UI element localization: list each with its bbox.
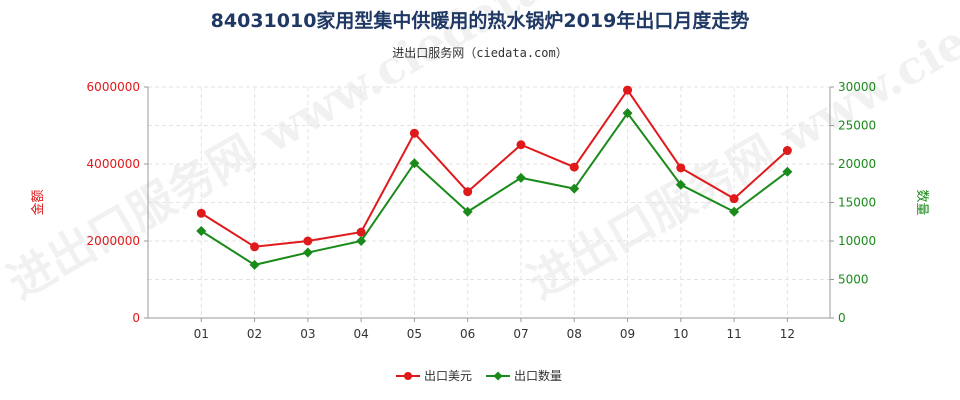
data-point	[676, 163, 686, 173]
left-axis-ticks: 0 2000000 4000000 6000000	[87, 80, 148, 325]
x-tick-label: 07	[513, 327, 528, 341]
legend-label: 出口数量	[514, 368, 562, 383]
right-axis-label: 数量	[914, 189, 929, 215]
watermark: 进出口服务网 www.ciedata.com	[519, 0, 960, 310]
right-tick-label: 15000	[838, 196, 876, 210]
x-tick-label: 11	[726, 327, 741, 341]
chart-subtitle: 进出口服务网（ciedata.com）	[392, 45, 567, 60]
chart-title: 84031010家用型集中供暖用的热水锅炉2019年出口月度走势	[211, 9, 750, 32]
data-point	[462, 206, 473, 217]
right-tick-label: 30000	[838, 80, 876, 94]
x-tick-label: 02	[247, 327, 262, 341]
legend-marker	[493, 371, 503, 381]
data-point	[409, 158, 420, 169]
series-group	[196, 85, 793, 270]
legend-label: 出口美元	[424, 369, 472, 383]
data-point	[782, 166, 793, 177]
x-tick-label: 06	[460, 327, 475, 341]
x-axis-ticks: 01 02 03 04 05 06 07 08 09 10 11 12	[194, 318, 795, 341]
data-point	[515, 172, 526, 183]
data-point	[249, 259, 260, 270]
data-point	[409, 128, 419, 138]
x-tick-label: 10	[673, 327, 688, 341]
data-point	[569, 162, 579, 172]
data-point	[463, 187, 473, 197]
data-point	[303, 236, 313, 246]
data-point	[196, 225, 207, 236]
data-point	[196, 208, 206, 218]
left-tick-label: 0	[132, 311, 140, 325]
right-tick-label: 5000	[838, 273, 869, 287]
data-point	[675, 179, 686, 190]
data-point	[356, 236, 367, 246]
right-tick-label: 0	[838, 311, 846, 325]
left-tick-label: 4000000	[87, 157, 140, 171]
x-tick-label: 12	[780, 327, 795, 341]
data-point	[622, 108, 633, 119]
series-line	[200, 111, 788, 266]
legend[interactable]: 出口美元 出口数量	[396, 368, 562, 383]
x-tick-label: 01	[194, 327, 209, 341]
x-tick-label: 08	[567, 327, 582, 341]
data-point	[302, 247, 313, 258]
right-axis-ticks: 0 5000 10000 15000 20000 25000 30000	[830, 80, 876, 325]
data-point	[623, 85, 633, 95]
data-point	[250, 242, 260, 252]
data-point	[782, 146, 792, 156]
legend-marker	[404, 372, 412, 380]
right-tick-label: 25000	[838, 119, 876, 133]
data-point	[569, 183, 580, 194]
left-tick-label: 2000000	[87, 234, 140, 248]
x-tick-label: 03	[300, 327, 315, 341]
data-point	[729, 194, 739, 204]
x-tick-label: 04	[353, 327, 368, 341]
data-point	[356, 227, 366, 237]
right-tick-label: 10000	[838, 234, 876, 248]
left-tick-label: 6000000	[87, 80, 140, 94]
right-tick-label: 20000	[838, 157, 876, 171]
x-tick-label: 09	[620, 327, 635, 341]
x-tick-label: 05	[407, 327, 422, 341]
data-point	[729, 206, 740, 217]
data-point	[516, 140, 526, 150]
left-axis-label: 金额	[30, 189, 46, 215]
series-line	[200, 88, 789, 248]
